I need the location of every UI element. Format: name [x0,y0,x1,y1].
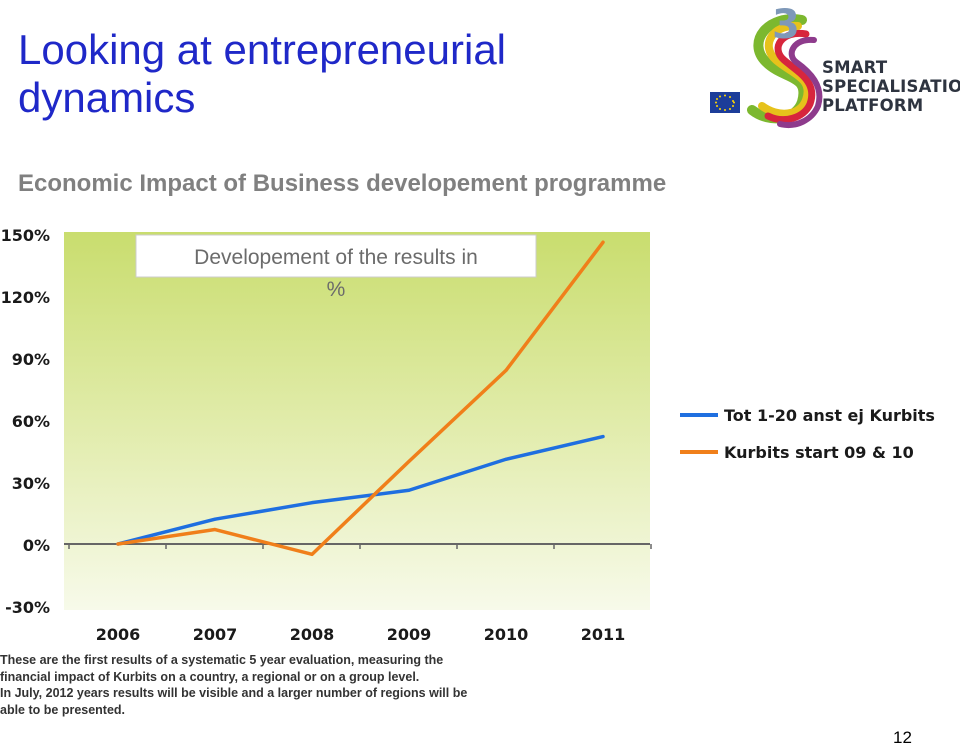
y-tick-label: 0% [23,536,50,555]
data-point [310,552,314,556]
data-point [407,488,411,492]
s-swirl-icon [747,14,823,128]
x-tick-label: 2008 [290,625,335,644]
logo-text-line-1: SMART [822,58,888,77]
x-tick-label: 2007 [193,625,238,644]
y-axis: -30% 0% 30% 60% 90% 120% 150% [1,226,50,617]
data-point [213,517,217,521]
slide-title-line-1: Looking at entrepreneurial [18,26,507,73]
caption-line-1: These are the first results of a systema… [0,653,444,667]
x-tick-label: 2010 [484,625,529,644]
x-tick-label: 2006 [96,625,141,644]
page-number: 12 [893,728,912,747]
data-point [116,542,120,546]
y-tick-label: 90% [12,350,50,369]
y-tick-label: 30% [12,474,50,493]
y-tick-label: -30% [5,598,50,617]
plot-area [64,232,650,610]
slide-subtitle: Economic Impact of Business developement… [18,170,667,197]
data-point [601,240,605,244]
chart-title-line-2: % [327,278,346,301]
caption-line-4: able to be presented. [0,702,126,717]
caption-line-2: financial impact of Kurbits on a country… [0,669,420,684]
s3-platform-logo: 3 [710,2,823,128]
series-line-2 [116,240,605,557]
results-line-chart: -30% 0% 30% 60% 90% 120% 150% 2006 2007 2008 2009… [1,226,935,644]
data-point [504,368,508,372]
slide-title-line-2: dynamics [18,74,196,121]
slide-title: Looking at entrepreneurial dynamics [18,26,658,122]
data-point [601,435,605,439]
y-tick-label: 120% [1,288,50,307]
logo-text: SMART SPECIALISATION PLATFORM [822,58,960,115]
caption-line-3: In July, 2012 years results will be visi… [0,686,468,700]
caption: These are the first results of a systema… [0,652,540,718]
y-tick-label: 60% [12,412,50,431]
eu-flag-icon [710,92,740,113]
data-point [213,528,217,532]
x-tick-label: 2009 [387,625,432,644]
chart-title-line-1: Developement of the results in [194,246,478,269]
series-line-1 [116,434,605,546]
chart-title-box [135,234,537,278]
legend-label: Kurbits start 09 & 10 [724,443,914,462]
legend-label: Tot 1-20 anst ej Kurbits [724,406,935,425]
logo-mark: 3 [772,2,800,48]
y-tick-label: 150% [1,226,50,245]
data-point [504,457,508,461]
logo-text-line-2: SPECIALISATION [822,77,960,96]
chart-legend: Tot 1-20 anst ej Kurbits Kurbits start 09… [680,406,935,462]
x-tick-label: 2011 [581,625,626,644]
data-point [310,501,314,505]
series-lines [116,240,605,557]
x-axis: 2006 2007 2008 2009 2010 2011 [96,625,626,644]
zero-axis-line [64,543,652,549]
data-point [407,459,411,463]
logo-text-line-3: PLATFORM [822,96,924,115]
